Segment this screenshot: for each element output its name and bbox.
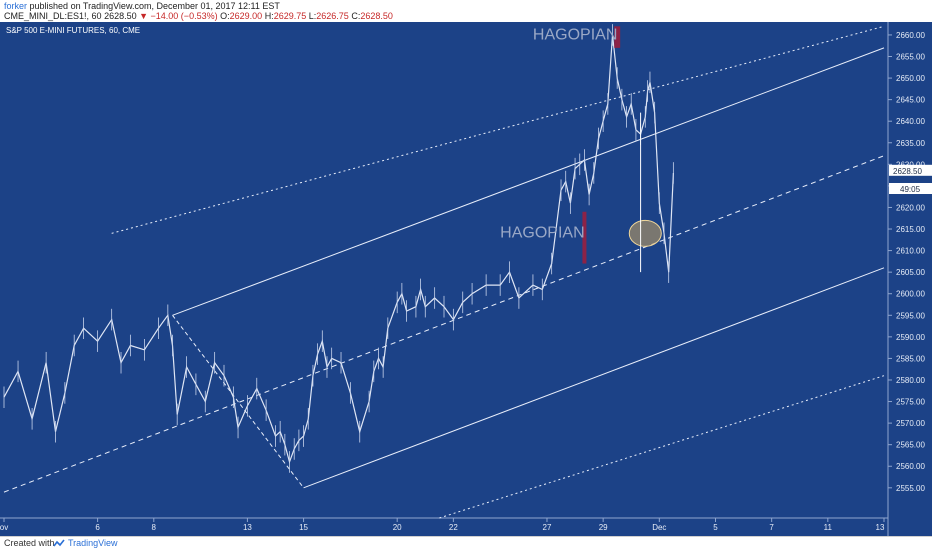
price-tick-label: 2645.00 xyxy=(896,96,925,105)
price-tick-label: 2620.00 xyxy=(896,203,925,212)
time-tick-label: 11 xyxy=(824,523,833,532)
price-change: ▼ −14.00 (−0.53%) xyxy=(139,11,218,21)
time-tick-label: 29 xyxy=(599,523,608,532)
ohlc-open: 2629.00 xyxy=(229,11,263,21)
tradingview-logo-icon xyxy=(53,539,65,547)
price-tick-label: 2565.00 xyxy=(896,441,925,450)
current-price-badge-text: 2628.50 xyxy=(893,167,922,176)
publish-info: forker published on TradingView.com, Dec… xyxy=(4,1,280,11)
price-tick-label: 2655.00 xyxy=(896,53,925,62)
time-tick-label: 22 xyxy=(449,523,458,532)
pitchfork-channel[interactable] xyxy=(3,25,885,519)
time-axis-ticks: ov 6 8 13 15 20 22 27 29 Dec 5 7 11 13 xyxy=(0,518,885,532)
price-tick-label: 2660.00 xyxy=(896,31,925,40)
ohlc-open-label: O: xyxy=(220,11,230,21)
channel-line-median-dashed xyxy=(3,155,885,493)
price-tick-label: 2585.00 xyxy=(896,354,925,363)
channel-line-upper-dotted xyxy=(111,25,885,234)
author-link[interactable]: forker xyxy=(4,1,28,11)
symbol-info: CME_MINI_DL:ES1!, 60 2628.50 ▼ −14.00 (−… xyxy=(4,11,393,21)
symbol-name: CME_MINI_DL:ES1!, 60 xyxy=(4,11,102,21)
countdown-badge-text: 49:05 xyxy=(900,185,921,194)
created-with-text: Created with xyxy=(4,538,55,548)
price-tick-label: 2575.00 xyxy=(896,398,925,407)
time-tick-label: Dec xyxy=(652,523,666,532)
time-tick-label: ov xyxy=(0,523,8,532)
chart-title: S&P 500 E-MINI FUTURES, 60, CME xyxy=(6,26,140,35)
annotation-label-top: HAGOPIAN xyxy=(533,26,617,43)
price-tick-label: 2600.00 xyxy=(896,290,925,299)
last-price: 2628.50 xyxy=(104,11,137,21)
price-tick-label: 2640.00 xyxy=(896,117,925,126)
channel-line-lower-solid xyxy=(303,267,885,489)
time-tick-label: 8 xyxy=(152,523,157,532)
ohlc-high-label: H: xyxy=(264,11,274,21)
time-tick-label: 15 xyxy=(299,523,308,532)
countdown-badge xyxy=(889,183,932,194)
price-series xyxy=(3,24,674,473)
price-tick-label: 2580.00 xyxy=(896,376,925,385)
price-tick-label: 2610.00 xyxy=(896,247,925,256)
marker-top-red-bar xyxy=(614,26,621,48)
ohlc-close: 2628.50 xyxy=(360,11,393,21)
price-tick-label: 2650.00 xyxy=(896,74,925,83)
chart-plot-area[interactable] xyxy=(0,22,888,518)
time-axis[interactable] xyxy=(0,518,888,536)
price-tick-label: 2555.00 xyxy=(896,484,925,493)
time-tick-label: 7 xyxy=(769,523,774,532)
ohlc-close-label: C: xyxy=(351,11,361,21)
time-tick-label: 6 xyxy=(95,523,100,532)
price-tick-label: 2570.00 xyxy=(896,419,925,428)
pitchfork-handle-line xyxy=(172,314,304,489)
time-tick-label: 13 xyxy=(243,523,252,532)
published-text: published on TradingView.com, December 0… xyxy=(29,1,280,11)
ohlc-high: 2629.75 xyxy=(273,11,307,21)
price-tick-label: 2635.00 xyxy=(896,139,925,148)
time-tick-label: 5 xyxy=(713,523,718,532)
price-tick-label: 2605.00 xyxy=(896,268,925,277)
time-tick-label: 27 xyxy=(543,523,552,532)
publish-header: forker published on TradingView.com, Dec… xyxy=(0,0,932,22)
price-tick-label: 2590.00 xyxy=(896,333,925,342)
price-tick-label: 2615.00 xyxy=(896,225,925,234)
annotations-layer xyxy=(582,26,662,273)
price-chart[interactable]: S&P 500 E-MINI FUTURES, 60, CME 2555.002… xyxy=(0,22,932,536)
price-tick-label: 2595.00 xyxy=(896,311,925,320)
time-tick-label: 20 xyxy=(393,523,402,532)
target-ellipse xyxy=(628,219,662,247)
ohlc-low-label: L: xyxy=(308,11,317,21)
marker-mid-red-bar xyxy=(582,211,587,264)
price-tick-label: 2560.00 xyxy=(896,462,925,471)
price-line xyxy=(3,34,674,464)
price-axis-ticks: 2555.00 2560.00 2565.00 2570.00 2575.00 2580.… xyxy=(888,31,925,493)
channel-line-upper-solid xyxy=(172,47,885,316)
footer-bar: Created with TradingView xyxy=(0,536,932,551)
annotation-label-mid: HAGOPIAN xyxy=(500,225,584,242)
price-axis[interactable] xyxy=(888,22,932,536)
current-price-badge xyxy=(889,164,932,176)
ohlc-low: 2626.75 xyxy=(316,11,349,21)
tradingview-brand-link[interactable]: TradingView xyxy=(68,538,118,548)
time-tick-label: 13 xyxy=(876,523,885,532)
